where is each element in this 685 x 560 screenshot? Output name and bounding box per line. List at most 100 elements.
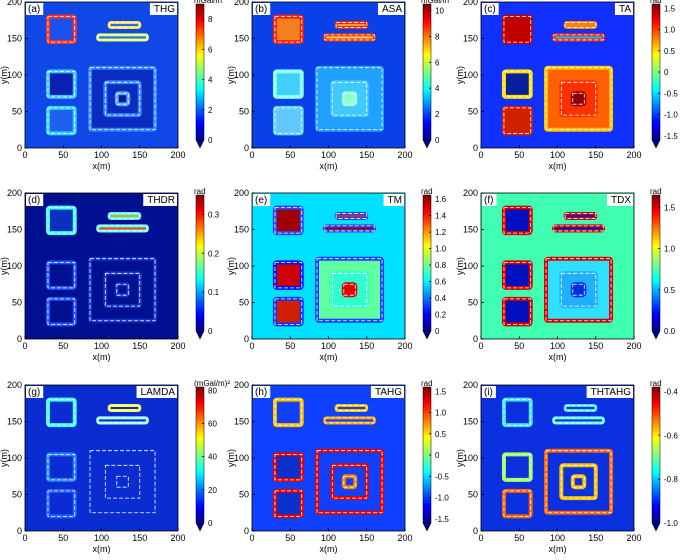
x-tick-label: 50 [514, 150, 524, 160]
anomaly-zone [107, 211, 142, 221]
y-tick-label: 0 [473, 143, 478, 153]
x-tick-label: 200 [626, 533, 641, 543]
anomaly-zone [45, 488, 77, 519]
colorbar-unit: rad [194, 187, 206, 196]
source-outline [564, 22, 597, 28]
colorbar-tick-label: 0.2 [208, 249, 220, 258]
source-outline [116, 92, 129, 105]
x-tick-label: 50 [514, 533, 524, 543]
colorbar-tick-label: 8 [435, 32, 440, 41]
y-tick-label: 150 [463, 225, 478, 235]
anomaly-zone [45, 105, 77, 136]
y-tick-label: 200 [234, 188, 249, 198]
colorbar-extend [195, 139, 205, 149]
anomaly-zone [334, 20, 369, 30]
x-tick-label: 50 [58, 150, 68, 160]
y-tick-label: 200 [463, 0, 478, 7]
anomaly-zone [552, 33, 605, 42]
y-tick-label: 0 [17, 334, 22, 344]
source-outline [108, 22, 141, 28]
y-axis-label: y(m) [0, 257, 9, 275]
source-outline [553, 34, 604, 41]
source-outline [274, 490, 303, 517]
y-tick-label: 0 [473, 526, 478, 536]
anomaly-zone [323, 33, 376, 42]
anomaly-zone [570, 282, 587, 298]
x-axis-label: x(m) [549, 544, 567, 554]
x-tick-label: 150 [132, 533, 147, 543]
colorbar-tick-label: 8 [208, 15, 213, 24]
panel-label: (b) [255, 4, 267, 15]
anomaly-zone [45, 260, 77, 290]
colorbar-tick-label: 2 [435, 110, 440, 119]
panel-title: TDX [611, 195, 631, 206]
source-outline [335, 405, 368, 411]
y-tick-label: 50 [12, 298, 22, 308]
y-tick-label: 150 [234, 417, 249, 427]
x-tick-label: 200 [397, 341, 412, 351]
colorbar-tick-label: 4 [208, 76, 213, 85]
anomaly-zone [334, 211, 369, 221]
panel-title-box [136, 386, 177, 398]
colorbar-tick-label: 0.8 [435, 261, 447, 270]
y-tick-label: 150 [7, 417, 22, 427]
panel-title: THG [154, 4, 175, 15]
x-tick-label: 0 [478, 341, 483, 351]
source-outline [553, 225, 604, 232]
y-tick-label: 100 [234, 70, 249, 80]
y-tick-label: 50 [239, 490, 249, 500]
x-tick-label: 150 [132, 150, 147, 160]
x-axis-label: x(m) [549, 352, 567, 362]
colorbar [651, 386, 661, 524]
y-tick-label: 50 [12, 490, 22, 500]
source-outline [343, 283, 356, 296]
panel-label-box [26, 386, 44, 398]
y-tick-label: 200 [7, 0, 22, 7]
colorbar-tick-label: 0 [208, 519, 213, 528]
x-tick-label: 200 [170, 150, 185, 160]
colorbar-extend [422, 330, 432, 340]
colorbar-unit: rad [650, 379, 662, 388]
panel-label-box [253, 386, 271, 398]
source-outline [503, 298, 532, 325]
y-tick-label: 150 [234, 34, 249, 44]
panel-title-box [383, 194, 404, 206]
colorbar-tick-label: 0 [208, 327, 213, 336]
colorbar-extend [422, 522, 432, 532]
source-outline [89, 450, 156, 514]
panel-label: (h) [255, 387, 267, 398]
x-tick-label: 200 [397, 150, 412, 160]
x-tick-label: 0 [249, 150, 254, 160]
source-outline [564, 213, 597, 219]
x-axis-label: x(m) [320, 161, 338, 171]
colorbar-tick-label: -0.4 [664, 387, 678, 396]
y-tick-label: 100 [7, 70, 22, 80]
source-outline [335, 213, 368, 219]
y-tick-label: 200 [7, 188, 22, 198]
anomaly-zone [114, 282, 131, 298]
colorbar [195, 386, 205, 524]
colorbar-tick-label: 4 [435, 84, 440, 93]
panel-label-box [253, 194, 271, 206]
anomaly-zone [45, 69, 77, 99]
y-tick-label: 200 [463, 380, 478, 390]
x-axis-label: x(m) [93, 544, 111, 554]
colorbar-tick-label: 10 [435, 6, 444, 15]
x-tick-label: 200 [397, 533, 412, 543]
anomaly-zone [45, 205, 77, 236]
colorbar-tick-label: 1.0 [435, 409, 447, 418]
colorbar-tick-label: 1.5 [664, 4, 676, 13]
source-outline [274, 107, 303, 134]
colorbar-tick-label: 0.5 [435, 430, 447, 439]
colorbar-tick-label: 40 [208, 453, 217, 462]
x-tick-label: 100 [94, 341, 109, 351]
y-tick-label: 150 [234, 225, 249, 235]
anomaly-zone [272, 205, 304, 236]
anomaly-zone [563, 403, 598, 413]
y-tick-label: 100 [463, 70, 478, 80]
source-outline [316, 67, 383, 131]
anomaly-zone [96, 224, 149, 233]
anomaly-zone [501, 397, 533, 428]
source-outline [47, 453, 76, 481]
